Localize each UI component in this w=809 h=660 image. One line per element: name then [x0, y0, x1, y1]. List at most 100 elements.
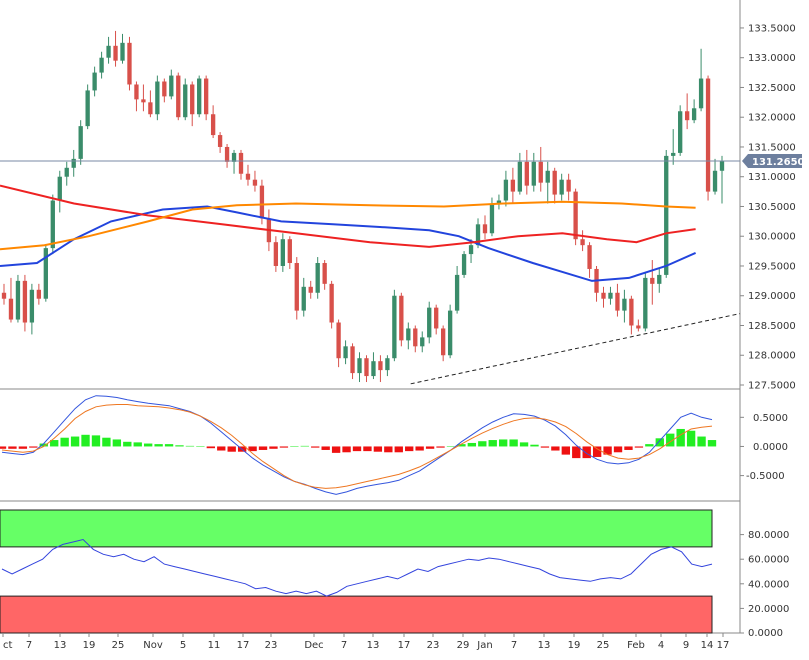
- macd-histogram-bar: [467, 442, 477, 447]
- macd-histogram-bar: [300, 445, 309, 447]
- candle-body: [203, 78, 209, 115]
- candle: [238, 149, 244, 180]
- moving-average-line: [0, 200, 696, 251]
- candle: [162, 78, 167, 103]
- candle: [8, 277, 14, 323]
- candle: [78, 120, 83, 165]
- macd-line: [1, 395, 713, 495]
- price-tick-label: 131.5000: [748, 142, 796, 153]
- candle: [545, 161, 550, 204]
- macd-histogram-bar: [488, 440, 497, 447]
- candle-body: [427, 307, 432, 338]
- candle-body: [197, 78, 202, 115]
- candle: [719, 155, 725, 204]
- macd-signal-line: [1, 404, 713, 489]
- candle-body: [482, 224, 488, 234]
- macd-histogram-bar: [561, 446, 570, 455]
- candle: [482, 215, 488, 240]
- candle-body: [259, 185, 265, 219]
- candle-body: [85, 90, 90, 127]
- macd-histogram-bar: [676, 428, 685, 447]
- candle-body: [538, 161, 543, 183]
- candle: [705, 75, 711, 201]
- macd-histogram-bar: [582, 446, 591, 459]
- candle-body: [671, 152, 676, 156]
- candle: [336, 319, 341, 368]
- candle-body: [217, 135, 223, 147]
- candle-body: [350, 346, 355, 374]
- macd-histogram-bar: [509, 439, 518, 447]
- candle: [197, 75, 202, 118]
- candle: [636, 319, 641, 332]
- candle-body: [99, 57, 104, 73]
- candle: [190, 81, 195, 127]
- macd-histogram-bar: [102, 437, 111, 447]
- candle: [378, 355, 383, 383]
- candle-body: [454, 274, 460, 311]
- candle-body: [678, 111, 683, 153]
- candle: [427, 301, 432, 344]
- candle: [1, 283, 7, 305]
- macd-histogram-bar: [394, 446, 403, 453]
- candle-body: [684, 111, 690, 121]
- candle-body: [322, 263, 327, 284]
- macd-histogram-bar: [373, 446, 383, 452]
- macd-histogram-bar: [123, 441, 132, 447]
- x-tick-label: ct: [3, 640, 12, 651]
- macd-histogram-bar: [321, 446, 330, 450]
- price-tick-label: 133.0000: [748, 53, 796, 64]
- candle: [71, 149, 76, 177]
- last-price-tag-label: 131.2650: [752, 157, 805, 168]
- candle-body: [615, 292, 620, 311]
- candle: [64, 161, 69, 186]
- x-tick-label: 7: [511, 640, 517, 651]
- x-tick-label: 5: [180, 640, 186, 651]
- candle: [684, 93, 690, 130]
- candle-body: [329, 283, 334, 323]
- macd-histogram-bar: [666, 433, 675, 447]
- macd-histogram-bar: [603, 446, 612, 455]
- candle-body: [15, 280, 21, 320]
- candle: [294, 257, 299, 320]
- candle: [176, 72, 181, 121]
- x-tick-label: 19: [83, 640, 96, 651]
- macd-histogram-bar: [144, 443, 153, 447]
- candle-body: [475, 224, 481, 246]
- candle-body: [92, 72, 97, 91]
- candle-body: [545, 170, 550, 183]
- candle-body: [210, 114, 216, 136]
- macd-histogram-bar: [279, 446, 289, 448]
- candle: [217, 132, 223, 153]
- candle-body: [434, 307, 439, 329]
- candle-body: [524, 161, 529, 186]
- candle-body: [489, 203, 495, 234]
- macd-histogram-bar: [384, 446, 393, 453]
- candle: [552, 167, 557, 204]
- macd-histogram-bar: [551, 446, 560, 451]
- macd-histogram-bar: [196, 446, 205, 447]
- candle: [447, 304, 453, 359]
- macd-tick-label: 0.0000: [753, 442, 788, 453]
- candle-body: [106, 45, 111, 58]
- candle-body: [664, 155, 669, 275]
- candle: [273, 236, 279, 272]
- candle-body: [406, 328, 411, 341]
- candle: [566, 173, 571, 201]
- price-tick-label: 127.5000: [748, 381, 796, 392]
- candle: [148, 90, 153, 118]
- macd-histogram-bar: [217, 446, 226, 451]
- candle: [441, 325, 446, 362]
- candle: [99, 51, 104, 79]
- candle-body: [580, 239, 585, 246]
- candle: [169, 69, 174, 100]
- macd-histogram-bar: [655, 438, 664, 447]
- candle: [210, 105, 216, 139]
- candle-body: [245, 173, 251, 180]
- candle-body: [190, 84, 195, 115]
- candle: [399, 292, 404, 347]
- candle-body: [162, 81, 167, 97]
- candle-body: [148, 102, 153, 115]
- candle-body: [343, 346, 348, 359]
- candle: [308, 280, 313, 299]
